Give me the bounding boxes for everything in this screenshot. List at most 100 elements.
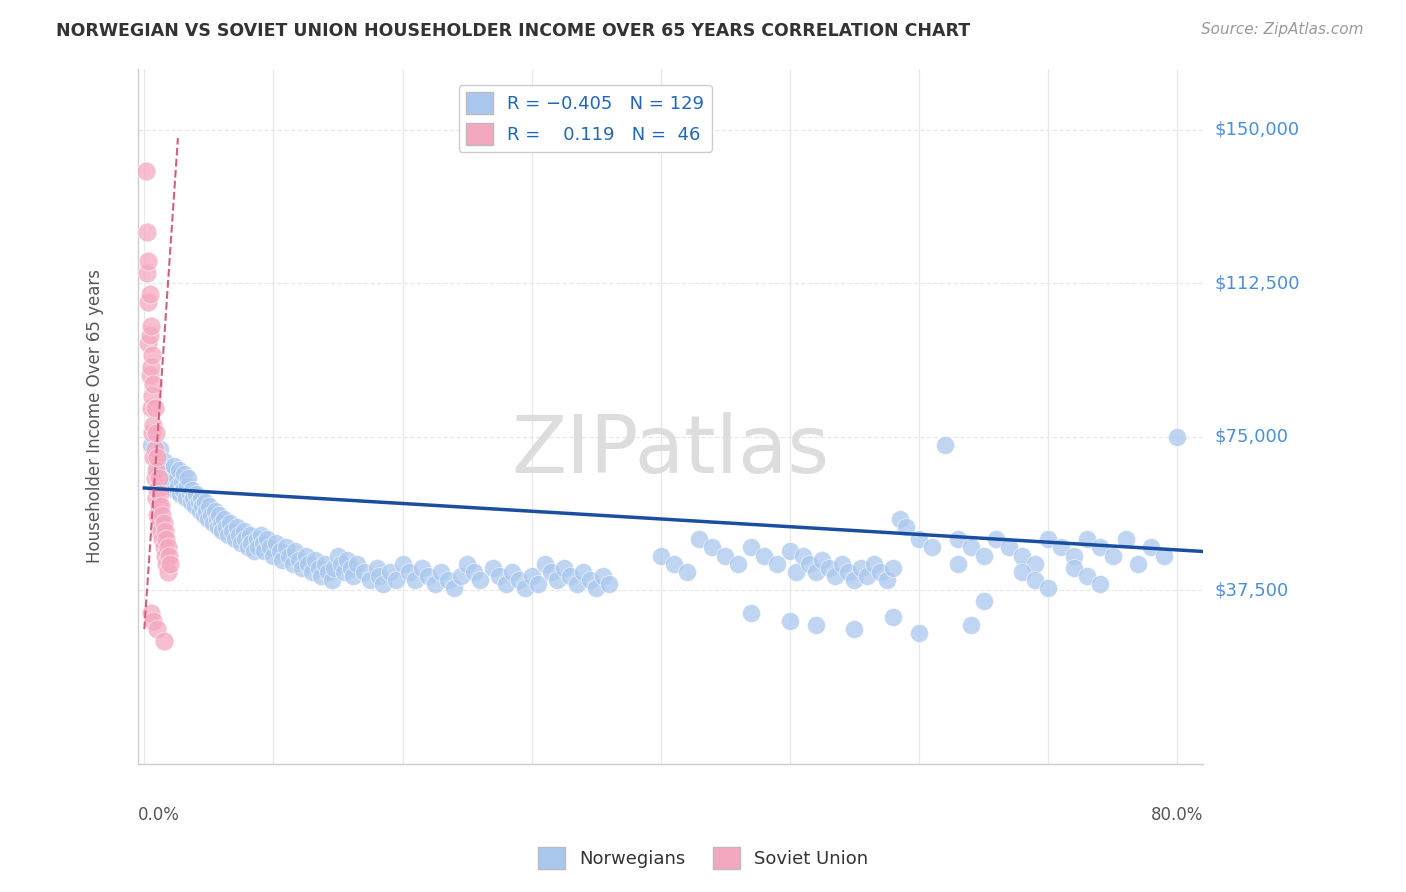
Point (146, 458, 169, 473)
Point (262, 549, 284, 563)
Point (143, 471, 166, 485)
Point (398, 565, 420, 579)
Point (176, 479, 198, 493)
Point (170, 475, 193, 489)
Point (167, 479, 190, 493)
Point (385, 573, 408, 587)
Point (136, 335, 159, 350)
Point (436, 573, 458, 587)
Point (336, 552, 359, 566)
Point (139, 401, 162, 416)
Point (179, 487, 201, 501)
Legend: Norwegians, Soviet Union: Norwegians, Soviet Union (530, 839, 876, 876)
Point (253, 544, 276, 558)
Point (1076, 569, 1098, 583)
Point (159, 467, 181, 481)
Point (456, 557, 478, 571)
Point (578, 573, 600, 587)
Point (208, 508, 231, 522)
Point (194, 495, 217, 509)
Point (142, 417, 165, 432)
Point (752, 549, 775, 563)
Point (959, 541, 981, 555)
Point (908, 532, 931, 546)
Point (143, 442, 166, 457)
Point (284, 544, 307, 558)
Point (152, 454, 174, 468)
Point (157, 479, 180, 493)
Point (934, 438, 956, 452)
Point (177, 471, 200, 485)
Point (143, 450, 166, 465)
Point (973, 593, 995, 607)
Point (359, 573, 381, 587)
Point (520, 569, 543, 583)
Point (740, 606, 762, 620)
Point (378, 565, 401, 579)
Point (849, 561, 872, 575)
Point (269, 544, 291, 558)
Point (190, 491, 212, 506)
Point (148, 500, 170, 514)
Point (152, 508, 174, 522)
Point (246, 532, 269, 546)
Point (156, 541, 179, 555)
Point (308, 561, 330, 575)
Point (188, 503, 211, 517)
Point (598, 577, 620, 591)
Point (217, 528, 239, 542)
Point (243, 544, 266, 558)
Point (740, 541, 762, 555)
Point (184, 487, 207, 501)
Point (135, 164, 157, 178)
Point (195, 503, 218, 517)
Point (139, 438, 162, 452)
Point (553, 561, 575, 575)
Point (779, 544, 801, 558)
Point (1166, 430, 1188, 444)
Point (862, 557, 884, 571)
Point (986, 532, 1008, 546)
Point (207, 520, 229, 534)
Point (166, 471, 188, 485)
Point (831, 557, 853, 571)
Point (221, 524, 243, 538)
Point (1024, 573, 1046, 587)
Point (146, 508, 169, 522)
Point (142, 376, 165, 391)
Point (167, 462, 190, 476)
Point (463, 565, 485, 579)
Point (468, 573, 491, 587)
Point (1115, 532, 1137, 546)
Point (155, 557, 177, 571)
Point (921, 541, 943, 555)
Point (689, 532, 711, 546)
Point (256, 532, 278, 546)
Point (533, 557, 555, 571)
Text: $75,000: $75,000 (1215, 428, 1288, 446)
Point (141, 389, 163, 403)
Point (998, 541, 1021, 555)
Point (495, 577, 517, 591)
Point (136, 294, 159, 309)
Point (145, 425, 167, 440)
Point (141, 425, 163, 440)
Point (218, 516, 240, 530)
Point (973, 549, 995, 563)
Point (321, 573, 343, 587)
Point (165, 483, 187, 497)
Point (1101, 549, 1123, 563)
Point (323, 561, 346, 575)
Point (844, 622, 866, 636)
Point (824, 569, 846, 583)
Point (488, 569, 510, 583)
Point (540, 565, 562, 579)
Point (443, 582, 465, 596)
Point (252, 536, 274, 550)
Point (152, 516, 174, 530)
Point (145, 462, 167, 476)
Point (139, 360, 162, 375)
Point (149, 487, 172, 501)
Point (297, 557, 319, 571)
Point (139, 319, 162, 334)
